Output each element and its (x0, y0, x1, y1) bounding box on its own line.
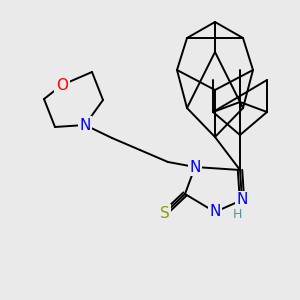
Text: N: N (236, 193, 248, 208)
Text: S: S (160, 206, 170, 220)
Text: O: O (56, 77, 68, 92)
Text: N: N (189, 160, 201, 175)
Text: N: N (209, 205, 221, 220)
Text: N: N (79, 118, 91, 133)
Text: H: H (232, 208, 242, 220)
